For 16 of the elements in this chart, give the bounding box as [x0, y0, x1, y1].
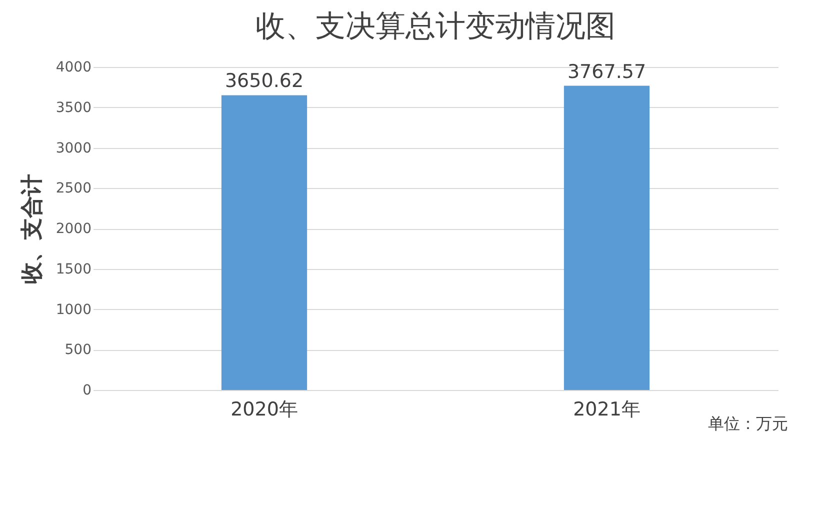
y-tick-label: 500 — [64, 342, 92, 358]
y-axis-title: 收、支合计 — [20, 174, 45, 284]
y-tick-label: 2500 — [56, 180, 92, 197]
y-tick-label: 4000 — [56, 60, 92, 76]
y-tick-label: 3500 — [56, 100, 92, 116]
x-tick-label: 2021年 — [573, 398, 640, 420]
y-tick-label: 1500 — [56, 261, 92, 278]
text: 单位：万元 — [708, 414, 788, 433]
x-tick-label: 2020年 — [230, 398, 298, 420]
y-tick-label: 2000 — [56, 221, 92, 237]
y-tick-label: 3000 — [56, 140, 92, 156]
data-label: 3650.62 — [224, 70, 304, 92]
data-label: 3767.57 — [567, 60, 646, 83]
chart-title: 收、支决算总计变动情况图 — [256, 9, 616, 44]
y-tick-label: 1000 — [56, 302, 92, 318]
y-tick-label: 0 — [82, 382, 92, 398]
